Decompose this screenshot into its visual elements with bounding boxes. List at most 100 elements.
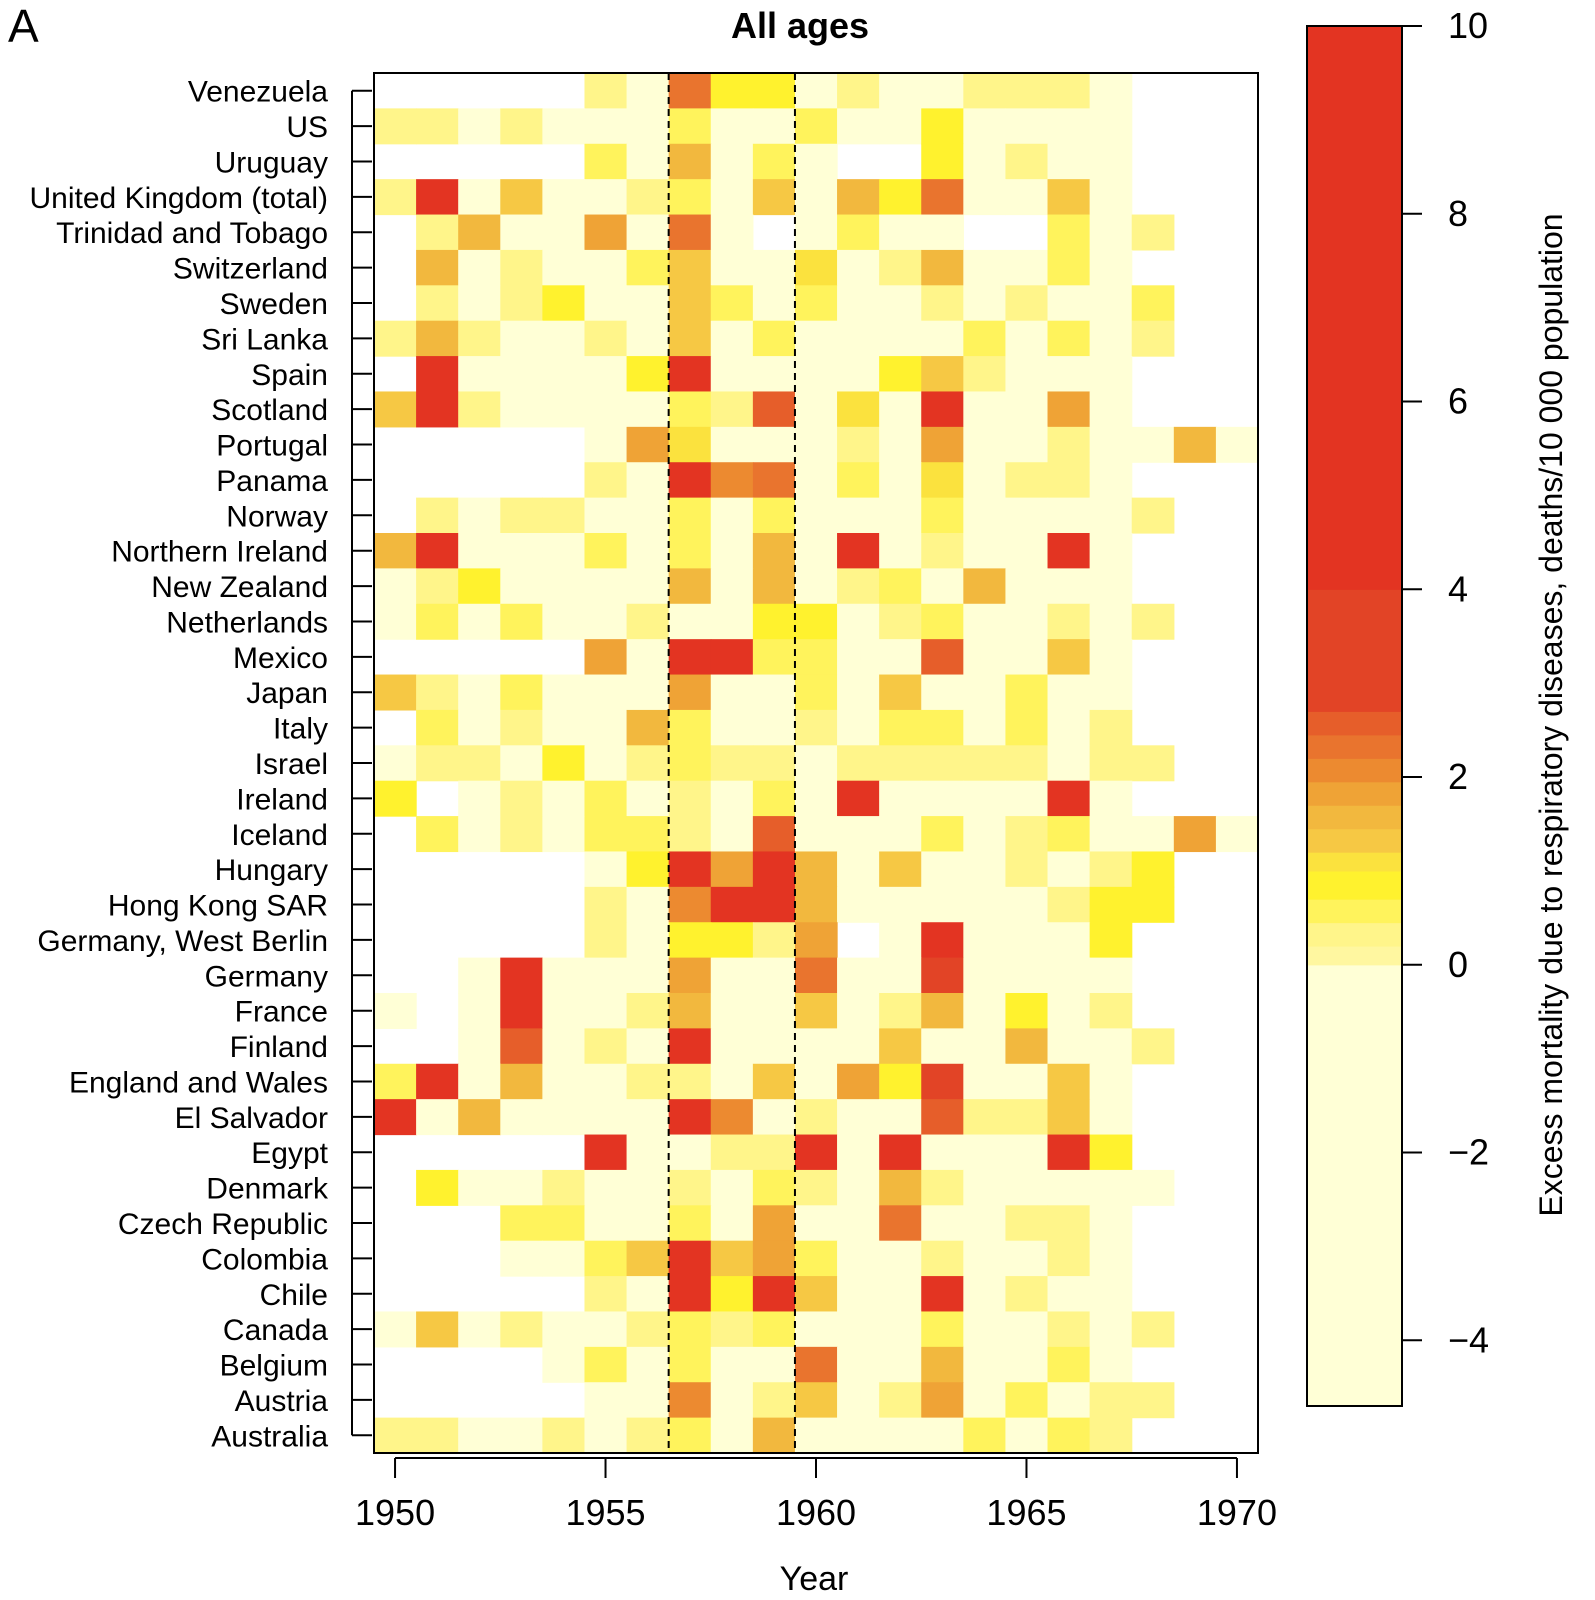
heatmap-cell xyxy=(668,886,712,923)
heatmap-cell xyxy=(1047,1134,1091,1171)
heatmap-cell xyxy=(626,320,670,357)
heatmap-cell xyxy=(542,816,586,853)
heatmap-cell xyxy=(752,780,796,817)
heatmap-cell xyxy=(1089,1417,1133,1454)
heatmap-cell xyxy=(626,639,670,676)
heatmap-cell xyxy=(752,108,796,145)
heatmap-cell xyxy=(794,1417,838,1454)
heatmap-cell xyxy=(1005,603,1049,640)
heatmap-cell xyxy=(374,533,417,569)
heatmap-cell xyxy=(584,709,628,746)
heatmap-cell xyxy=(542,674,586,711)
heatmap-cell xyxy=(668,1205,712,1242)
heatmap-cell xyxy=(921,356,964,393)
heatmap-cell xyxy=(626,1382,670,1419)
heatmap-cell xyxy=(921,1382,964,1419)
heatmap-cell xyxy=(921,1205,964,1242)
heatmap-cell xyxy=(416,674,459,711)
heatmap-cell xyxy=(1047,497,1091,534)
heatmap-cell xyxy=(374,745,417,782)
heatmap-cell xyxy=(921,462,964,499)
heatmap-cell xyxy=(668,1417,712,1454)
heatmap-cell xyxy=(752,249,796,286)
heatmap-cell xyxy=(752,1169,796,1206)
heatmap-cell xyxy=(963,1169,1007,1206)
heatmap-cell xyxy=(626,391,670,428)
heatmap-cell xyxy=(458,603,501,640)
heatmap-cell xyxy=(416,1099,459,1136)
heatmap-cell xyxy=(837,816,880,853)
heatmap-cell xyxy=(752,73,796,109)
heatmap-cell xyxy=(668,1099,712,1136)
heatmap-cell xyxy=(458,179,501,216)
heatmap-cell xyxy=(879,1099,922,1136)
heatmap-cell xyxy=(837,1417,880,1454)
heatmap-cell xyxy=(1215,816,1259,853)
heatmap-cell xyxy=(794,1240,838,1277)
heatmap-cell xyxy=(668,391,712,428)
heatmap-cell xyxy=(1089,179,1133,216)
heatmap-cell xyxy=(416,249,459,286)
x-axis: 1950 1955 1960 1965 1970 xyxy=(355,1457,1277,1533)
heatmap-cell xyxy=(837,851,880,888)
heatmap-cell xyxy=(626,922,670,959)
heatmap-cell xyxy=(500,816,543,853)
heatmap-cell xyxy=(668,1134,712,1171)
heatmap-cell xyxy=(668,285,712,322)
heatmap-cell xyxy=(1005,1346,1049,1383)
heatmap-cell xyxy=(584,851,628,888)
heatmap-cell xyxy=(921,1346,964,1383)
heatmap-cell xyxy=(752,1311,796,1348)
heatmap-cell xyxy=(963,1134,1007,1171)
y-tick-label: Mexico xyxy=(233,642,328,675)
colorbar-tick-label: −4 xyxy=(1448,1319,1489,1360)
y-tick-label: Egypt xyxy=(251,1137,328,1170)
heatmap-cell xyxy=(837,391,880,428)
heatmap-cell xyxy=(1089,709,1133,746)
heatmap-cell xyxy=(416,816,459,853)
heatmap-cell xyxy=(500,568,543,605)
heatmap-cell xyxy=(794,1205,838,1242)
heatmap-cell xyxy=(584,179,628,216)
heatmap-cell xyxy=(921,108,964,145)
heatmap-cell xyxy=(458,214,501,251)
heatmap-cell xyxy=(837,603,880,640)
heatmap-cell xyxy=(668,143,712,180)
heatmap-cell xyxy=(1005,356,1049,393)
heatmap-cell xyxy=(374,568,417,605)
heatmap-cell xyxy=(584,285,628,322)
heatmap-cell xyxy=(1005,1382,1049,1419)
heatmap-cell xyxy=(1005,639,1049,676)
heatmap-cell xyxy=(1131,426,1175,463)
heatmap-cell xyxy=(879,674,922,711)
heatmap-cell xyxy=(416,533,459,569)
heatmap-cell xyxy=(1089,851,1133,888)
heatmap-cell xyxy=(1089,1346,1133,1383)
heatmap-cell xyxy=(963,745,1007,782)
heatmap-cell xyxy=(1047,1346,1091,1383)
heatmap-cell xyxy=(837,533,880,569)
heatmap-cell xyxy=(626,709,670,746)
y-tick-label: Israel xyxy=(255,748,328,781)
heatmap-cell xyxy=(879,356,922,393)
heatmap-cell xyxy=(921,285,964,322)
heatmap-cell xyxy=(500,1099,543,1136)
highlight-lines xyxy=(667,73,796,1453)
heatmap-cell xyxy=(1131,1311,1175,1348)
heatmap-cell xyxy=(668,426,712,463)
heatmap-cell xyxy=(1047,533,1091,569)
heatmap-cell xyxy=(626,1099,670,1136)
heatmap-cell xyxy=(458,249,501,286)
heatmap-cell xyxy=(1131,1382,1175,1419)
heatmap-cell xyxy=(626,1346,670,1383)
heatmap-cell xyxy=(921,320,964,357)
heatmap-cell xyxy=(1005,745,1049,782)
heatmap-cell xyxy=(879,249,922,286)
y-tick-label: Sweden xyxy=(220,288,328,321)
heatmap-cell xyxy=(626,745,670,782)
heatmap-cell xyxy=(1173,426,1217,463)
heatmap-cell xyxy=(879,886,922,923)
heatmap-cell xyxy=(752,603,796,640)
heatmap-cell xyxy=(752,674,796,711)
heatmap-cell xyxy=(710,285,754,322)
